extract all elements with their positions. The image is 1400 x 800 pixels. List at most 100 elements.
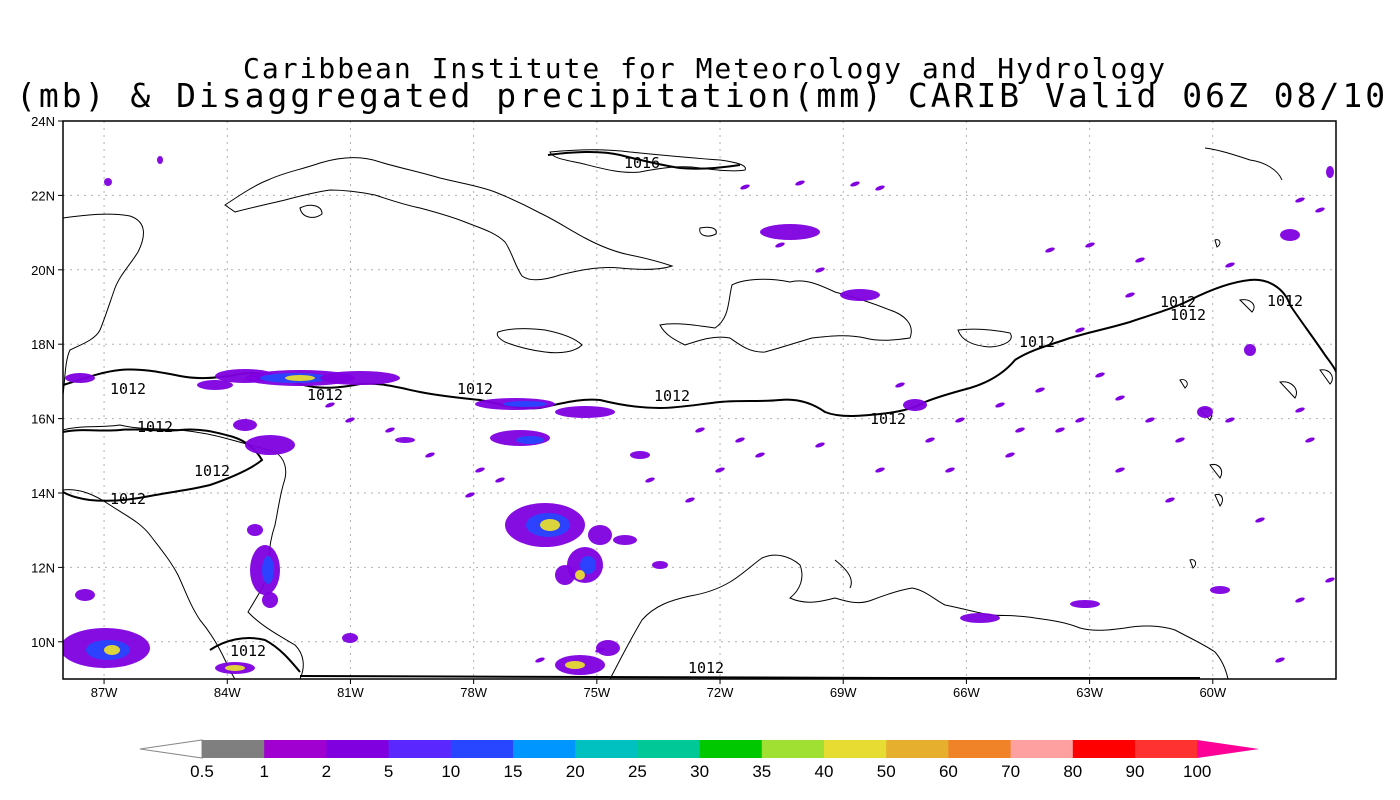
precipitation-cell (540, 519, 560, 531)
precipitation-cell (495, 477, 505, 483)
colorbar-segment (699, 740, 763, 758)
precipitation-cell (1035, 387, 1045, 393)
precipitation-cell (695, 427, 705, 433)
colorbar-label: 60 (939, 762, 958, 781)
isobar-label: 1012 (1170, 306, 1206, 324)
colorbar-segment (264, 740, 327, 758)
precipitation-cell (555, 406, 615, 418)
precipitation-cell (342, 633, 358, 643)
precipitation-cell (955, 417, 965, 423)
isobar-label: 1012 (688, 659, 724, 677)
precipitation-cell (1115, 395, 1125, 401)
precipitation-cell (795, 180, 805, 186)
precipitation-cell (945, 467, 955, 473)
map-grid (63, 120, 1336, 679)
y-tick-label: 20N (31, 263, 55, 278)
precipitation-cell (645, 477, 655, 483)
coastlines (63, 147, 1333, 679)
precipitation-cell (325, 402, 335, 408)
colorbar-segment (513, 740, 576, 758)
precipitation-cell (385, 427, 395, 433)
colorbar-label: 20 (566, 762, 585, 781)
x-tick-label: 63W (1076, 685, 1103, 700)
colorbar-label: 0.5 (190, 762, 214, 781)
precipitation-cell (840, 289, 880, 301)
isobar-label: 1012 (1019, 333, 1055, 351)
colorbar-segment (1010, 740, 1074, 758)
precipitation-cell (475, 467, 485, 473)
colorbar-segment (575, 740, 638, 758)
coastline-cuba (224, 157, 674, 281)
colorbar-segment (948, 740, 1012, 758)
isobar-label: 1016 (624, 154, 660, 172)
precipitation-cell (565, 661, 585, 669)
precipitation-cell (850, 181, 860, 187)
colorbar-segment (450, 740, 514, 758)
colorbar-min-arrow (139, 739, 203, 759)
colorbar-label: 30 (690, 762, 709, 781)
isobar-label: 1012 (110, 380, 146, 398)
colorbar-label: 70 (1001, 762, 1020, 781)
x-tick-label: 66W (953, 685, 980, 700)
precipitation-cell (1145, 417, 1155, 423)
precipitation-cell (760, 224, 820, 240)
precipitation-cell (815, 442, 825, 448)
isobar-label: 1012 (1160, 293, 1196, 311)
precipitation-cell (425, 452, 435, 458)
precipitation-cell (1315, 207, 1325, 213)
precipitation-cell (596, 640, 620, 656)
x-tick-label: 69W (830, 685, 857, 700)
precipitation-cell (245, 435, 295, 455)
precipitation-cell (875, 185, 885, 191)
precipitation-cell (262, 592, 278, 608)
precipitation-cell (65, 373, 95, 383)
colorbar-label: 5 (384, 762, 393, 781)
precipitation-cell (588, 525, 612, 545)
precipitation-cell (995, 402, 1005, 408)
y-tick-label: 22N (31, 188, 55, 203)
precipitation-cell (1135, 257, 1145, 263)
x-tick-label: 78W (460, 685, 487, 700)
x-tick-label: 81W (337, 685, 364, 700)
colorbar-label: 10 (441, 762, 460, 781)
precipitation-cell (1115, 467, 1125, 473)
colorbar-label: 15 (504, 762, 523, 781)
precipitation-cell (1295, 407, 1305, 413)
precipitation-cell (895, 382, 905, 388)
precipitation-cell (1085, 242, 1095, 248)
precipitation-cell (715, 467, 725, 473)
precipitation-cells (63, 156, 1335, 675)
precipitation-cell (1295, 597, 1305, 603)
precipitation-cell (575, 570, 585, 580)
colorbar-segment (326, 740, 390, 758)
precipitation-cell (104, 178, 112, 186)
coastline-jamaica (496, 328, 583, 354)
y-tick-label: 16N (31, 412, 55, 427)
y-tick-label: 18N (31, 337, 55, 352)
isobar-label: 1012 (307, 386, 343, 404)
precipitation-cell (503, 401, 547, 407)
precipitation-cell (903, 399, 927, 411)
precipitation-cell (285, 375, 315, 381)
isobar-label: 1012 (1267, 292, 1303, 310)
isobar-label: 1012 (194, 462, 230, 480)
precipitation-cell (815, 267, 825, 273)
isobar-1016 (547, 150, 741, 170)
precipitation-cell (345, 417, 355, 423)
colorbar-label: 25 (628, 762, 647, 781)
precipitation-cell (225, 665, 245, 671)
colorbar-segment (886, 740, 949, 758)
x-tick-label: 72W (707, 685, 734, 700)
precipitation-cell (1225, 417, 1235, 423)
colorbar-label: 40 (815, 762, 834, 781)
precipitation-cell (1244, 344, 1256, 356)
precipitation-cell (320, 371, 400, 385)
precipitation-cell (775, 242, 785, 248)
precipitation-cell (652, 561, 668, 569)
colorbar-label: 1 (259, 762, 268, 781)
precipitation-cell (960, 613, 1000, 623)
precipitation-cell (1095, 372, 1105, 378)
isobar-1012-main (63, 278, 1336, 417)
colorbar-label: 90 (1126, 762, 1145, 781)
